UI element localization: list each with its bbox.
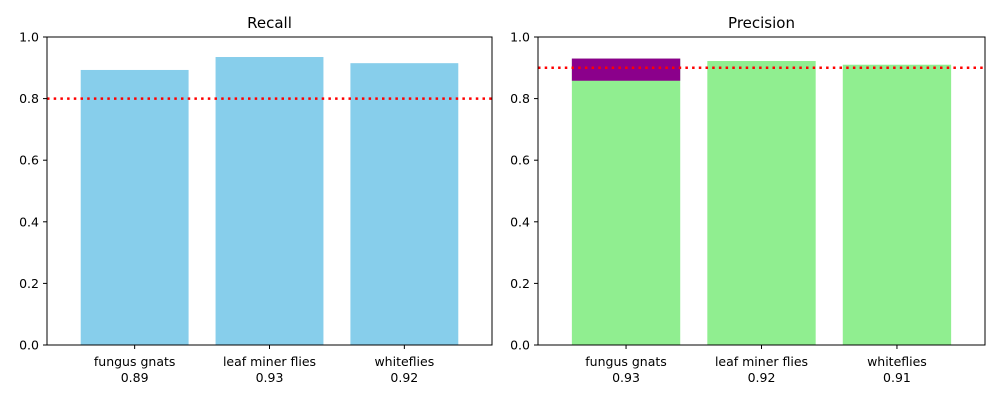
precision-value-label-0: 0.93 — [612, 370, 640, 385]
recall-ytick-label-3: 0.6 — [19, 153, 39, 168]
precision-ytick-label-0: 0.0 — [510, 338, 530, 353]
precision-xtick-label-1: leaf miner flies — [715, 354, 808, 369]
precision-value-label-2: 0.91 — [883, 370, 911, 385]
recall-ytick-label-2: 0.4 — [19, 214, 39, 229]
recall-bar-2 — [350, 63, 459, 346]
recall-bar-0 — [80, 69, 189, 346]
precision-bar-0-top-segment — [571, 58, 681, 81]
recall-ytick-label-0: 0.0 — [19, 338, 39, 353]
precision-ytick-label-4: 0.8 — [510, 91, 530, 106]
recall-xtick-label-0: fungus gnats — [94, 354, 176, 369]
precision-xtick-label-2: whiteflies — [867, 354, 927, 369]
precision-ytick-label-1: 0.2 — [510, 276, 530, 291]
precision-ytick-label-2: 0.4 — [510, 214, 530, 229]
recall-title: Recall — [247, 14, 292, 32]
recall-ytick-label-4: 0.8 — [19, 91, 39, 106]
precision-bar-2 — [842, 64, 952, 345]
recall-value-label-1: 0.93 — [256, 370, 284, 385]
recall-xtick-label-1: leaf miner flies — [223, 354, 316, 369]
precision-ytick-label-3: 0.6 — [510, 153, 530, 168]
recall-bar-1 — [215, 57, 324, 346]
recall-value-label-0: 0.89 — [121, 370, 149, 385]
precision-title: Precision — [728, 14, 795, 32]
recall-ytick-label-5: 1.0 — [19, 30, 39, 45]
precision-bar-0 — [571, 58, 681, 346]
precision-value-label-1: 0.92 — [748, 370, 776, 385]
recall-ytick-label-1: 0.2 — [19, 276, 39, 291]
precision-ytick-label-5: 1.0 — [510, 30, 530, 45]
precision-xtick-label-0: fungus gnats — [585, 354, 667, 369]
recall-value-label-2: 0.92 — [390, 370, 418, 385]
precision-bar-1 — [707, 61, 816, 346]
recall-xtick-label-2: whiteflies — [374, 354, 434, 369]
